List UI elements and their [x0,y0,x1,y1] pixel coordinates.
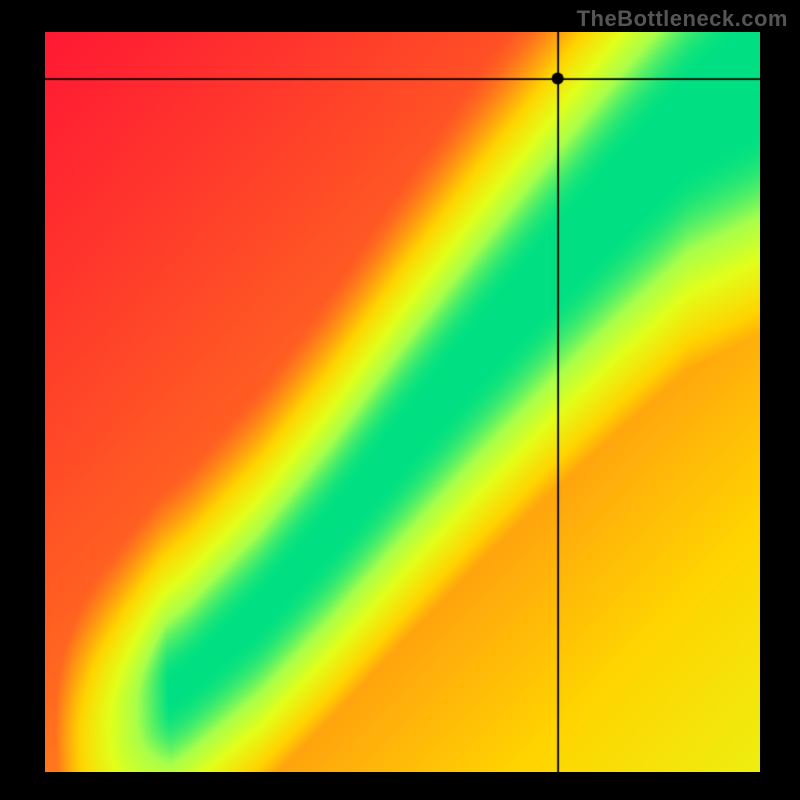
bottleneck-heatmap [45,32,760,772]
chart-container: { "watermark": { "text": "TheBottleneck.… [0,0,800,800]
watermark-text: TheBottleneck.com [577,6,788,32]
